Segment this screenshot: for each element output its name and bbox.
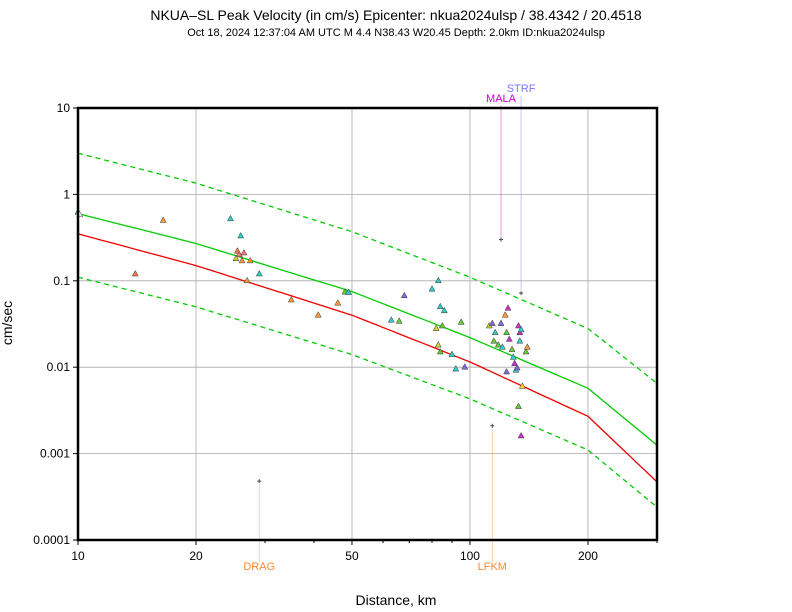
curve-lower <box>78 276 657 508</box>
curve-fit <box>78 233 657 483</box>
data-point <box>522 347 530 355</box>
data-point <box>511 359 519 366</box>
data-point <box>448 350 456 357</box>
model-curves <box>78 152 657 508</box>
data-point <box>345 288 352 295</box>
station-label: MALA <box>486 93 517 105</box>
data-point <box>131 269 139 277</box>
x-tick-label: 10 <box>71 549 85 563</box>
data-point <box>515 402 522 409</box>
y-tick-label: 10 <box>57 101 71 115</box>
curve-median <box>78 212 657 446</box>
data-point <box>400 291 408 299</box>
y-tick-label: 0.1 <box>53 274 70 288</box>
station-label: STRF <box>507 83 536 95</box>
data-point <box>287 295 295 303</box>
data-point <box>497 319 505 326</box>
data-point <box>227 214 234 222</box>
y-tick-label: 1 <box>63 187 70 201</box>
data-point <box>517 431 525 439</box>
data-point <box>159 216 167 223</box>
data-point <box>515 321 522 329</box>
data-point <box>314 311 322 318</box>
station-label: LFKM <box>478 561 507 573</box>
y-tick-label: 0.0001 <box>33 533 70 547</box>
y-tick-label: 0.001 <box>40 447 70 461</box>
data-point <box>238 256 246 264</box>
axis-ticks: 10 20 50 100 200 10 1 0.1 0.01 0.001 0.0001 <box>33 101 658 563</box>
y-tick-label: 0.01 <box>47 360 71 374</box>
data-point <box>461 363 469 370</box>
data-point <box>438 321 446 329</box>
data-point <box>452 365 460 372</box>
data-point <box>436 302 444 310</box>
data-point <box>505 335 513 342</box>
data-point <box>395 317 403 324</box>
x-tick-label: 200 <box>578 549 598 563</box>
data-point <box>440 306 448 314</box>
data-point <box>235 250 243 258</box>
data-point <box>255 269 263 277</box>
x-tick-label: 50 <box>345 549 359 563</box>
data-point <box>491 328 499 336</box>
curve-upper <box>78 152 657 384</box>
data-point <box>494 341 502 348</box>
x-tick-label: 20 <box>189 549 203 563</box>
x-axis-label: Distance, km <box>356 592 437 608</box>
chart-subtitle: Oct 18, 2024 12:37:04 AM UTC M 4.4 N38.4… <box>187 27 605 39</box>
chart-title: NKUA–SL Peak Velocity (in cm/s) Epicente… <box>150 7 642 23</box>
data-point <box>240 248 248 256</box>
data-point <box>516 337 524 344</box>
data-point <box>503 367 511 375</box>
data-point <box>523 343 531 350</box>
data-point <box>513 363 521 371</box>
data-points <box>74 208 531 439</box>
data-point <box>457 318 465 325</box>
plot-frame <box>76 106 659 542</box>
data-point <box>246 256 254 264</box>
station-label: DRAG <box>243 561 275 573</box>
data-point <box>508 345 516 352</box>
data-point <box>501 311 509 318</box>
data-point <box>432 324 440 331</box>
data-point <box>387 316 395 323</box>
data-point <box>434 276 442 284</box>
data-point <box>490 337 498 344</box>
data-point <box>243 276 251 284</box>
data-point <box>434 341 442 348</box>
data-point <box>428 285 436 292</box>
data-point <box>488 319 496 326</box>
data-point <box>517 325 525 333</box>
data-point <box>503 328 511 336</box>
y-axis-label: cm/sec <box>0 301 15 345</box>
data-point <box>498 343 506 350</box>
data-point <box>232 254 240 261</box>
grid-lines <box>77 107 657 541</box>
data-point <box>237 231 245 239</box>
x-tick-label: 100 <box>460 549 480 563</box>
data-point <box>504 304 512 311</box>
data-point <box>436 347 444 355</box>
data-point <box>334 299 342 306</box>
data-point <box>509 353 517 360</box>
data-point <box>518 382 526 389</box>
